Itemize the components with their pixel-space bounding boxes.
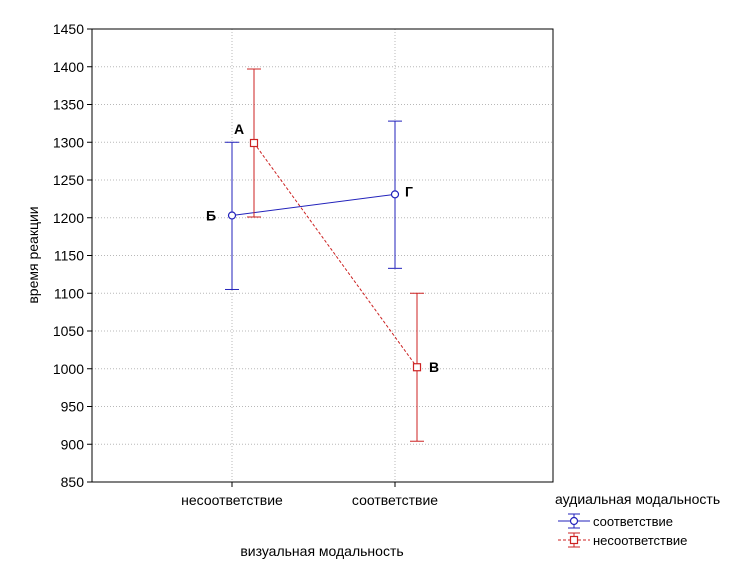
data-point — [249, 138, 259, 148]
y-tick-label: 900 — [61, 436, 85, 452]
x-tick-label: соответствие — [352, 492, 438, 508]
x-axis-label: визуальная модальность — [240, 543, 403, 559]
series-line-1 — [253, 142, 418, 368]
y-tick-label: 1250 — [53, 172, 84, 188]
point-label: Г — [405, 183, 413, 199]
grid — [92, 29, 553, 482]
y-tick-label: 1150 — [54, 248, 84, 264]
point-label: В — [429, 359, 439, 375]
y-tick-label: 1100 — [54, 285, 84, 301]
point-label: Б — [206, 207, 216, 223]
y-tick-label: 1200 — [53, 210, 84, 226]
y-tick-label: 1350 — [53, 97, 84, 113]
legend-entry-label: соответствие — [593, 514, 673, 529]
legend: аудиальная модальность соответствие несоо… — [555, 491, 720, 548]
y-tick-label: 1300 — [53, 134, 84, 150]
y-axis: 850 900 950 1000 1050 1100 1150 1200 1250 1300 135… — [53, 21, 92, 490]
series: Б Г А В — [206, 68, 439, 442]
data-point — [227, 211, 237, 220]
legend-marker — [569, 516, 579, 526]
y-tick-label: 950 — [61, 399, 85, 415]
y-tick-label: 850 — [61, 474, 85, 490]
y-axis-label: время реакции — [25, 206, 41, 303]
y-tick-label: 1050 — [53, 323, 84, 339]
data-point — [390, 190, 400, 199]
data-point — [412, 363, 422, 372]
y-tick-label: 1400 — [53, 59, 84, 75]
y-tick-label: 1450 — [53, 21, 84, 37]
series-line-0 — [231, 193, 396, 216]
x-tick-label: несоответствие — [181, 492, 283, 508]
legend-items: соответствие несоответствие — [558, 513, 687, 548]
legend-entry-label: несоответствие — [593, 533, 687, 548]
legend-title: аудиальная модальность — [555, 491, 720, 507]
x-axis: несоответствие соответствие — [181, 482, 438, 508]
legend-marker — [569, 535, 579, 545]
y-tick-label: 1000 — [53, 361, 84, 377]
point-label: А — [234, 121, 244, 137]
